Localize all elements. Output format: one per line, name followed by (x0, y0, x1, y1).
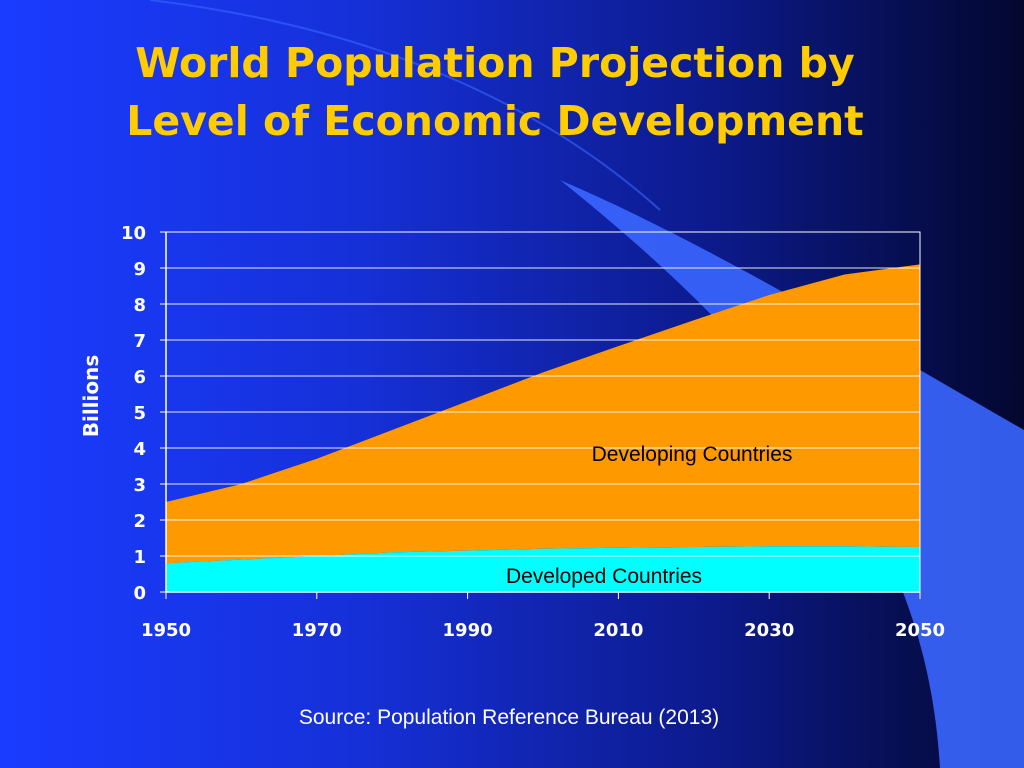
x-tick-label: 1950 (141, 620, 191, 641)
x-tick-label: 2010 (593, 620, 643, 641)
source-note: Source: Population Reference Bureau (201… (298, 706, 720, 729)
developing-countries-area (166, 264, 920, 564)
y-tick-label: 4 (133, 439, 146, 460)
x-tick-label: 1990 (443, 620, 493, 641)
x-tick-label: 2050 (895, 620, 945, 641)
title-line-2: Level of Economic Development (126, 97, 864, 145)
developing-countries-label: Developing Countries (592, 443, 793, 466)
title-line-1: World Population Projection by (135, 39, 855, 87)
y-tick-label: 9 (133, 259, 146, 280)
y-tick-label: 5 (133, 403, 146, 424)
developed-countries-label: Developed Countries (506, 565, 702, 588)
y-axis-label: Billions (79, 355, 103, 438)
y-tick-label: 6 (133, 367, 146, 388)
x-tick-label: 2030 (744, 620, 794, 641)
x-tick-label: 1970 (292, 620, 342, 641)
y-tick-label: 3 (133, 475, 146, 496)
y-tick-label: 1 (133, 547, 146, 568)
y-tick-label: 7 (133, 331, 146, 352)
y-tick-label: 0 (133, 583, 146, 604)
developed-countries-area (166, 546, 920, 592)
y-tick-label: 10 (121, 223, 146, 244)
slide-title: World Population Projection by Level of … (0, 34, 990, 150)
y-tick-label: 8 (133, 295, 146, 316)
y-tick-label: 2 (133, 511, 146, 532)
